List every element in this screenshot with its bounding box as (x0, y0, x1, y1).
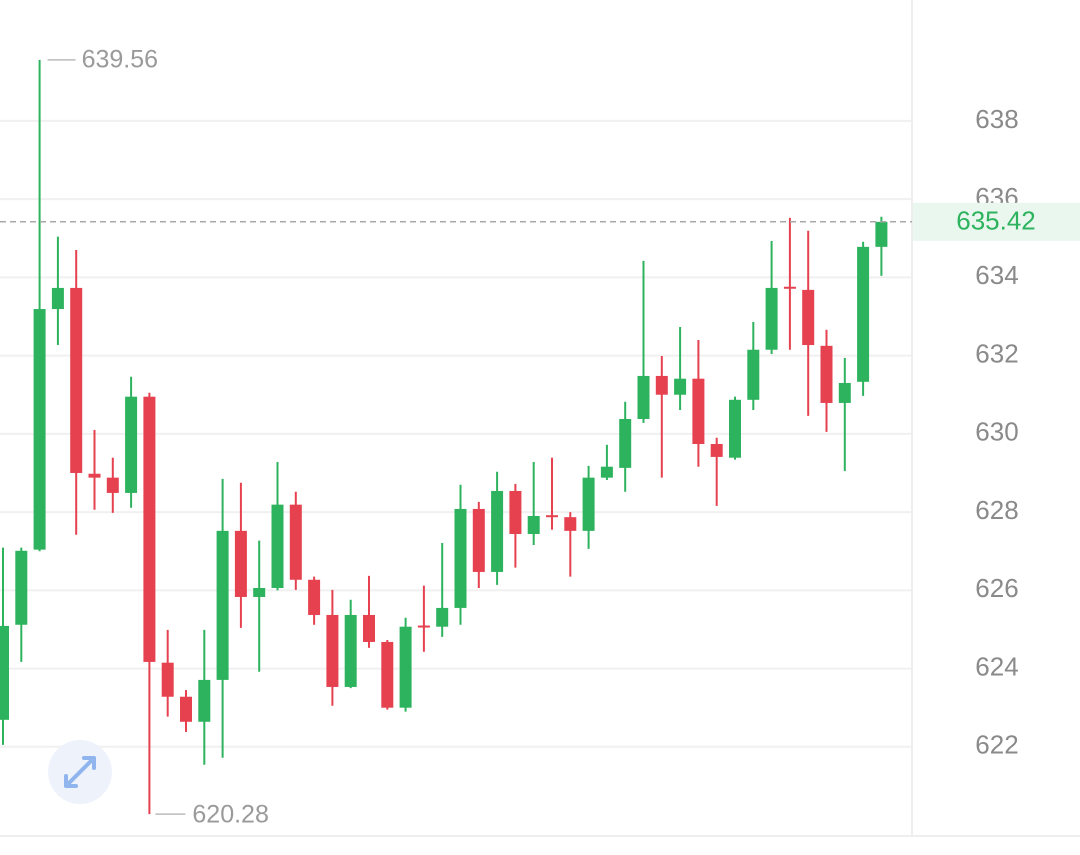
candle-body (857, 246, 870, 382)
candle-body (838, 382, 851, 403)
candle-body (802, 289, 815, 346)
candle-body (51, 287, 64, 310)
candle-body (70, 287, 83, 473)
candle-body (363, 614, 375, 642)
candle-body (198, 679, 211, 722)
overlay: 639.56 620.28 635.42 (0, 45, 1080, 829)
candle-body (253, 587, 266, 597)
candle-body (820, 345, 833, 403)
candle-body (143, 396, 156, 662)
candle-body (88, 473, 101, 478)
candle-body (527, 515, 540, 534)
candles (0, 59, 888, 815)
candle-body (326, 614, 339, 687)
last-price-label: 635.42 (956, 206, 1036, 236)
last-price-tag (913, 202, 1080, 241)
candle-body (161, 662, 174, 697)
candle-body (180, 696, 192, 722)
y-tick-label: 622 (975, 730, 1018, 760)
expand-button[interactable] (48, 740, 112, 804)
candle-body (582, 477, 595, 531)
candle-body (600, 466, 613, 478)
candle-body (344, 614, 357, 687)
candle-body (125, 396, 138, 493)
candle-body (15, 550, 28, 625)
candle-body (106, 477, 119, 493)
candle-body (710, 444, 723, 457)
candle-body (692, 378, 705, 445)
candle-body (399, 626, 412, 708)
candle-body (546, 515, 558, 518)
high-label: 639.56 (82, 45, 158, 73)
candle-body (436, 607, 449, 627)
candle-body (729, 399, 741, 458)
expand-icon[interactable] (64, 756, 96, 788)
candle-body (271, 504, 284, 588)
y-tick-label: 624 (975, 651, 1018, 681)
candle-body (33, 309, 46, 550)
candle-body (619, 418, 632, 468)
y-tick-label: 638 (975, 104, 1018, 134)
candle-body (289, 504, 302, 580)
candle-body (472, 508, 485, 572)
candle-body (637, 375, 650, 419)
candle-body (674, 378, 687, 395)
candle-body (454, 508, 467, 608)
candle-body (216, 530, 229, 680)
candle-body (308, 579, 321, 615)
y-tick-label: 630 (975, 417, 1018, 447)
candle-body (417, 625, 430, 628)
candle-body (564, 517, 577, 531)
candle-body (0, 625, 9, 720)
candle-body (875, 221, 888, 247)
candle-body (509, 490, 522, 534)
candle-body (655, 375, 668, 395)
candle-body (234, 530, 247, 597)
candle-body (491, 490, 504, 572)
y-tick-label: 628 (975, 495, 1018, 525)
low-label: 620.28 (192, 801, 268, 829)
candle-body (747, 349, 760, 400)
y-tick-label: 626 (975, 573, 1018, 603)
y-tick-label: 632 (975, 338, 1018, 368)
candle-body (783, 286, 796, 289)
candle-body (381, 641, 394, 708)
y-tick-label: 634 (975, 260, 1018, 290)
candle-body (765, 287, 778, 350)
